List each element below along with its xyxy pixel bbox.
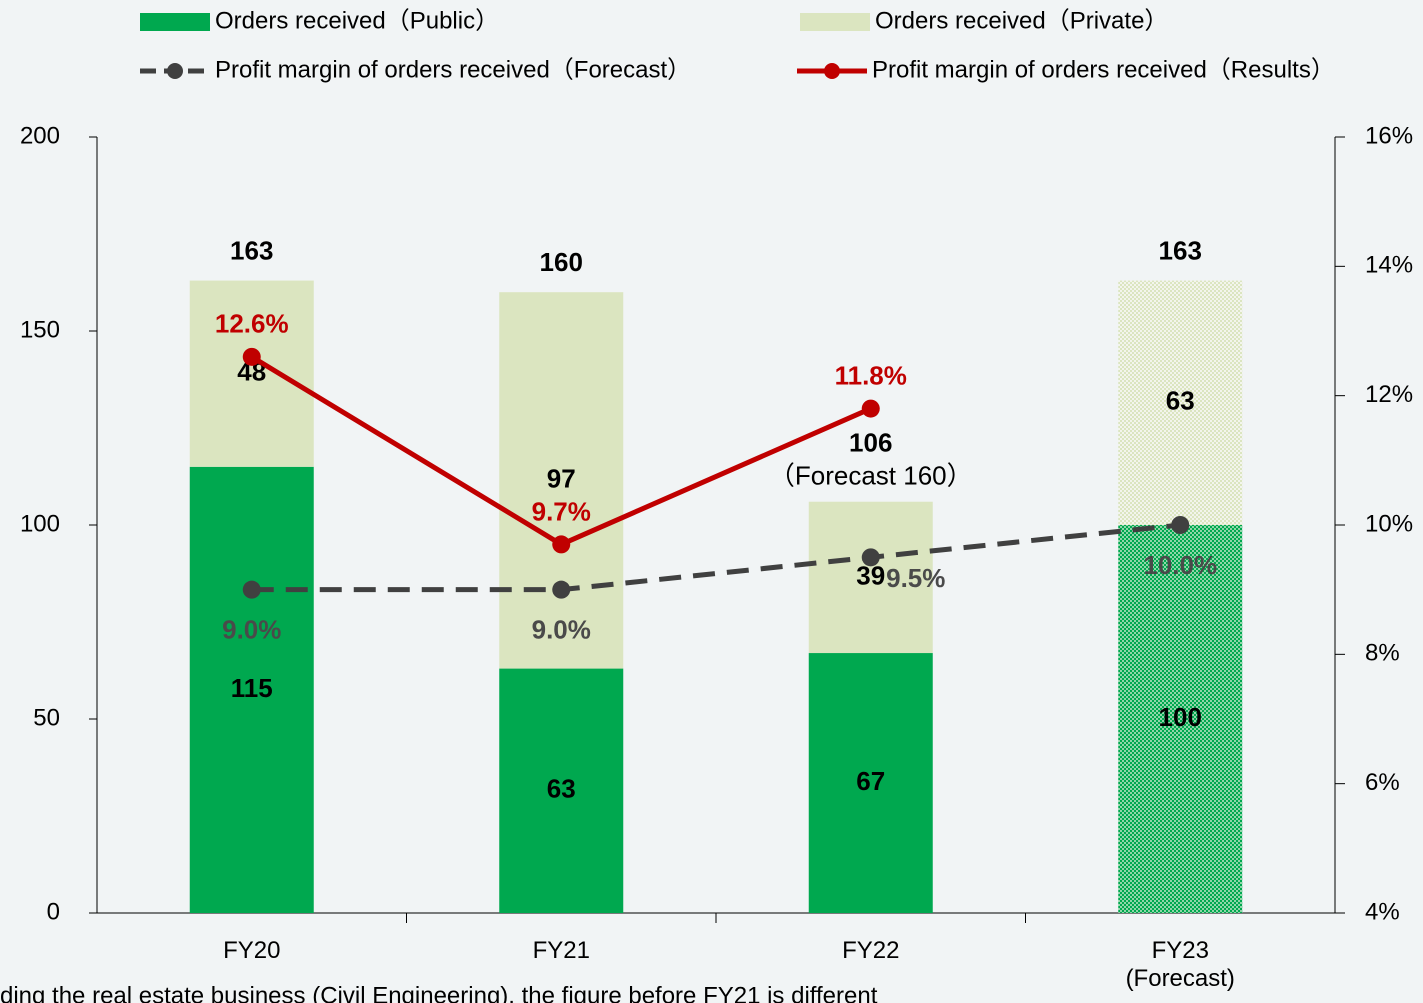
line-value-label: 9.0% [532,615,591,645]
legend-label: Orders received（Private） [875,7,1168,34]
bar-segment [189,466,314,913]
line-marker [861,548,880,567]
x-tick-label: FY20 [223,937,281,964]
y-tick-label: 50 [33,704,60,731]
y2-tick-label: 14% [1365,252,1413,279]
bar-segment [1118,280,1243,525]
y2-tick-label: 8% [1365,640,1400,667]
line-marker [1171,516,1190,534]
total-label: 106 [849,428,892,458]
x-tick-label: FY23 (Forecast) [1125,937,1235,992]
legend-marker [167,63,183,79]
y2-tick-label: 10% [1365,510,1413,537]
line-value-label: 12.6% [215,309,289,339]
line-value-label: 9.7% [532,496,591,526]
bar-value-label: 97 [547,463,576,493]
line-marker [552,535,571,554]
line-marker [242,580,261,599]
line-marker [861,399,880,418]
line-marker [242,347,261,366]
line [251,522,1181,593]
bar-value-label: 63 [1166,386,1195,416]
legend-swatch [140,13,210,31]
bar-segment [499,292,624,669]
total-label: 160 [540,247,583,277]
bar-segment [808,501,933,654]
line-value-label: 9.0% [222,615,281,645]
bar-value-label: 115 [231,673,273,703]
bar-segment [499,668,624,913]
bar-segment [808,653,933,913]
x-tick-label: FY22 [842,937,900,964]
bar-segment [1118,525,1243,913]
line-value-label: 11.8% [835,360,907,390]
legend-label: Profit margin of orders received（Results… [872,56,1335,83]
y2-tick-label: 4% [1365,898,1400,925]
y-tick-label: 150 [20,316,60,343]
bar-value-label: 100 [1159,702,1202,732]
line-value-label: 10.0% [1143,550,1217,580]
legend-swatch [800,13,870,31]
bar-segment [189,280,314,467]
legend-marker [824,63,840,79]
footnote: ding the real estate business (Civil Eng… [0,982,878,1003]
bar-value-label: 63 [547,774,576,804]
y-tick-label: 200 [20,122,60,149]
line-value-label: 9.5% [886,563,945,593]
y2-tick-label: 12% [1365,381,1413,408]
legend-label: Orders received（Public） [215,7,499,34]
y2-tick-label: 16% [1365,122,1413,149]
line-marker [552,580,571,599]
y2-tick-label: 6% [1365,769,1400,796]
total-note: （Forecast 160） [769,461,973,491]
bar-value-label: 67 [856,766,885,796]
x-tick-label: FY21 [532,937,590,964]
total-label: 163 [1159,235,1202,265]
y-tick-label: 100 [20,510,60,537]
y-tick-label: 0 [47,898,60,925]
total-label: 163 [230,235,273,265]
legend-label: Profit margin of orders received（Forecas… [215,56,691,83]
